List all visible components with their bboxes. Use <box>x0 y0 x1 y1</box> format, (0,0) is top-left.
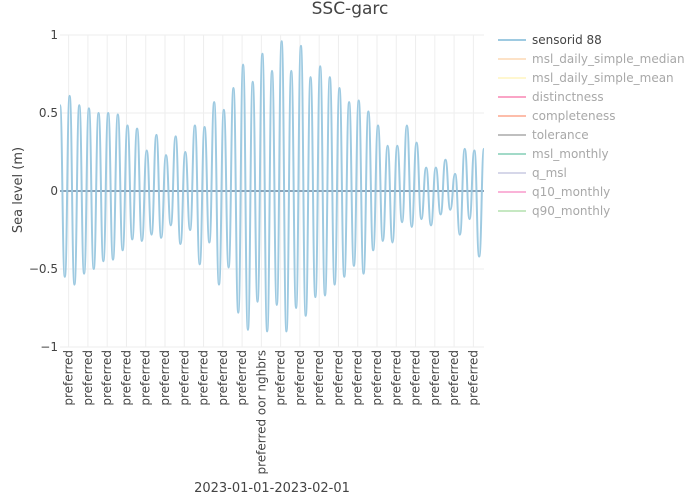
x-tick-label: preferred <box>81 350 95 406</box>
legend-item[interactable]: msl_monthly <box>498 147 609 161</box>
y-tick-label: −0.5 <box>29 262 58 276</box>
x-tick-label: preferred <box>293 350 307 406</box>
x-tick-label: preferred <box>428 350 442 406</box>
legend-item[interactable]: tolerance <box>498 128 589 142</box>
y-axis-title: Sea level (m) <box>11 147 26 233</box>
legend[interactable]: sensorid 88 msl_daily_simple_median msl_da… <box>498 33 685 218</box>
x-tick-label: preferred <box>62 350 76 406</box>
legend-item[interactable]: msl_daily_simple_mean <box>498 71 674 85</box>
x-tick-label: preferred <box>177 350 191 406</box>
x-tick-label: preferred <box>312 350 326 406</box>
y-tick-label: 0.5 <box>39 106 58 120</box>
legend-item[interactable]: msl_daily_simple_median <box>498 52 685 66</box>
x-tick-label: preferred <box>119 350 133 406</box>
legend-item[interactable]: sensorid 88 <box>498 33 602 47</box>
legend-label: q90_monthly <box>532 204 610 218</box>
x-tick-label: preferred <box>351 350 365 406</box>
legend-item[interactable]: q_msl <box>498 166 567 180</box>
legend-label: msl_monthly <box>532 147 609 161</box>
x-tick-label: preferred <box>274 350 288 406</box>
series-layer[interactable] <box>59 40 485 333</box>
x-axis-ticks: preferred preferred preferred preferred pref… <box>62 350 481 475</box>
legend-label: tolerance <box>532 128 589 142</box>
legend-item[interactable]: q10_monthly <box>498 185 610 199</box>
legend-item[interactable]: distinctness <box>498 90 604 104</box>
x-tick-label: preferred <box>100 350 114 406</box>
x-axis-title: 2023-01-01-2023-02-01 <box>194 481 350 496</box>
legend-item[interactable]: q90_monthly <box>498 204 610 218</box>
x-tick-label: preferred <box>389 350 403 406</box>
y-tick-label: 1 <box>50 28 58 42</box>
legend-label: sensorid 88 <box>532 33 602 47</box>
x-tick-label: preferred <box>158 350 172 406</box>
y-axis-ticks: 1 0.5 0 −0.5 −1 <box>29 28 58 354</box>
x-tick-label: preferred <box>216 350 230 406</box>
legend-item[interactable]: completeness <box>498 109 616 123</box>
x-tick-label: preferred <box>197 350 211 406</box>
chart-title: SSC-garc <box>312 0 389 19</box>
series-line[interactable] <box>59 40 485 333</box>
legend-label: msl_daily_simple_median <box>532 52 685 66</box>
x-tick-label: preferred <box>139 350 153 406</box>
x-tick-label: preferred <box>235 350 249 406</box>
legend-label: q10_monthly <box>532 185 610 199</box>
y-tick-label: 0 <box>50 184 58 198</box>
legend-label: completeness <box>532 109 616 123</box>
x-tick-label: preferred oor nghbrs <box>254 350 268 475</box>
x-tick-label: preferred <box>370 350 384 406</box>
x-tick-label: preferred <box>447 350 461 406</box>
x-tick-label: preferred <box>331 350 345 406</box>
legend-label: q_msl <box>532 166 567 180</box>
y-tick-label: −1 <box>40 340 58 354</box>
legend-label: distinctness <box>532 90 604 104</box>
legend-label: msl_daily_simple_mean <box>532 71 674 85</box>
x-tick-label: preferred <box>409 350 423 406</box>
x-tick-label: preferred <box>466 350 480 406</box>
